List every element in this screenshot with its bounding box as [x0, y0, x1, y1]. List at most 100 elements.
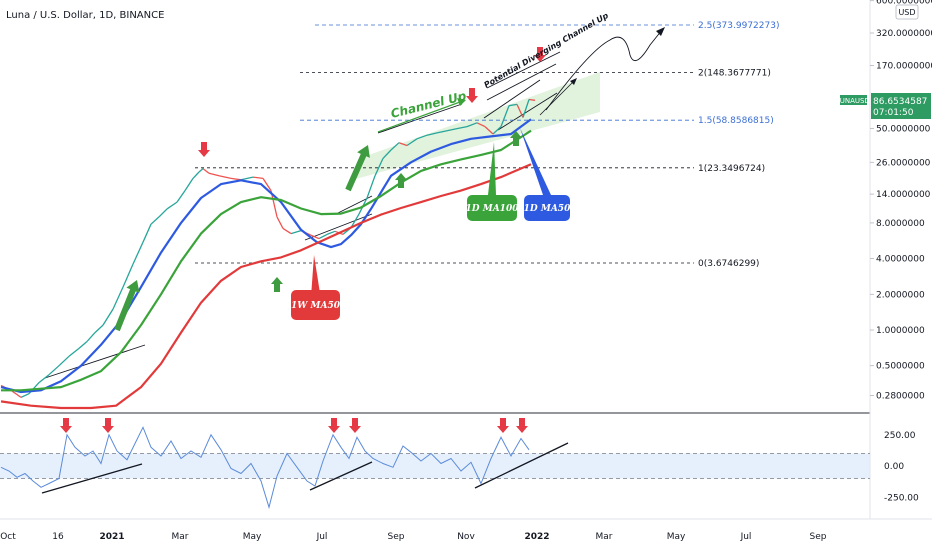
price-segment [476, 122, 486, 128]
price-segment [290, 229, 302, 235]
channel-trendline [497, 92, 558, 131]
down-arrow-marker [466, 88, 478, 103]
y-axis-tick-label: 26.0000000 [876, 158, 931, 168]
price-series-group [0, 98, 536, 398]
price-segment [158, 208, 168, 218]
down-arrow-marker [102, 418, 114, 433]
price-segment [456, 125, 468, 130]
fib-level-label: 0(3.6746299) [698, 259, 759, 269]
price-segment [310, 234, 320, 240]
ma50-1w-tag-box [291, 290, 340, 320]
fib-levels-group: 2.5(373.9972273) 2(148.3677771) 1.5(58.858… [195, 21, 779, 269]
price-segment [142, 223, 152, 243]
price-segment [86, 332, 96, 342]
axes-group: 600.0000000 320.0000000 170.0000000 50.0000… [0, 0, 932, 542]
channel-trendline [486, 51, 561, 89]
ma100-1d-line [1, 129, 532, 392]
price-segment [374, 158, 384, 177]
x-axis-tick-label: Sep [810, 532, 827, 542]
price-badge-countdown: 07:01:50 [873, 108, 914, 118]
y-axis-tick-label: 1.0000000 [876, 326, 925, 336]
x-axis-tick-label: Oct [0, 532, 16, 542]
oscillator-trendline [41, 463, 143, 494]
projection-curve [545, 29, 663, 111]
channel-trendline [486, 63, 557, 101]
ma100-1d-tag-pointer [488, 142, 496, 195]
oscillator-tick-label: -250.00 [884, 493, 919, 503]
price-segment [208, 172, 220, 177]
price-segment [366, 175, 376, 199]
x-axis-tick-label: Nov [457, 532, 475, 542]
oscillator-trendline [474, 442, 569, 489]
price-segment [198, 168, 204, 173]
x-axis-tick-label: Jul [740, 532, 752, 542]
up-arrow-marker [510, 131, 522, 146]
price-segment [484, 126, 494, 135]
ma50-1w-tag-pointer [311, 255, 320, 290]
x-axis-tick-label: May [667, 532, 686, 542]
down-arrow-marker [328, 418, 340, 433]
channel-trendline [377, 103, 463, 134]
price-segment [48, 365, 60, 376]
x-axis-tick-label: Sep [388, 532, 405, 542]
y-axis-tick-label: 50.0000000 [876, 125, 931, 135]
x-axis-tick-label: 16 [52, 532, 64, 542]
ma50-1d-line [0, 118, 532, 394]
y-axis-tick-label: 320.0000000 [876, 29, 932, 39]
price-segment [10, 389, 22, 398]
price-segment [426, 132, 438, 136]
y-axis-tick-label: 14.0000000 [876, 190, 931, 200]
price-segment [398, 142, 408, 147]
price-segment [166, 201, 178, 210]
x-axis-tick-label: 2021 [99, 532, 124, 542]
price-segment [38, 374, 50, 384]
x-axis-tick-label: Jul [316, 532, 328, 542]
projection-line [539, 79, 576, 116]
up-arrow-marker [271, 277, 283, 292]
price-segment [58, 355, 70, 367]
price-segment [218, 175, 232, 180]
y-axis-tick-label: 0.5000000 [876, 362, 925, 372]
price-segment [20, 393, 30, 398]
down-arrow-marker [516, 418, 528, 433]
fib-level-label: 1(23.3496724) [698, 164, 765, 174]
price-segment [78, 341, 88, 349]
channel-up-arrow-head [457, 98, 466, 106]
down-arrow-marker [60, 418, 72, 433]
symbol-badge-label: LUNAUSD [836, 97, 870, 105]
y-axis-tick-label: 0.2800000 [876, 392, 925, 402]
trend-arrow-body [114, 280, 140, 332]
y-axis-tick-label: 8.0000000 [876, 219, 925, 229]
y-axis-tick-label: 600.0000000 [876, 0, 932, 7]
price-segment [436, 130, 448, 134]
ma100-1d-tag-text: 1D MA100 [466, 204, 520, 214]
price-segment [282, 227, 292, 235]
down-arrow-marker [349, 418, 361, 433]
trend-arrow-body [345, 144, 370, 192]
price-segment [516, 104, 524, 118]
price-badge-value: 86.6534587 [873, 97, 927, 107]
fib-level-label: 2(148.3677771) [698, 69, 771, 79]
price-segment [466, 122, 478, 128]
price-segment [318, 233, 328, 240]
channel-trendline [304, 213, 373, 241]
down-arrow-marker [534, 47, 546, 62]
currency-label: USD [898, 8, 915, 17]
x-axis-tick-label: 2022 [524, 532, 549, 542]
fib-level-label: 1.5(58.8586815) [698, 116, 774, 126]
up-arrow-marker [395, 173, 407, 188]
y-axis-tick-label: 170.0000000 [876, 62, 932, 72]
price-segment [350, 213, 360, 229]
x-axis-tick-label: May [243, 532, 262, 542]
oscillator-tick-label: 250.00 [884, 431, 916, 441]
trend-arrow [114, 280, 140, 332]
price-segment [382, 149, 392, 159]
channel-trendline [483, 79, 541, 119]
price-segment [276, 216, 284, 229]
price-segment [508, 103, 518, 107]
y-axis-tick-label: 2.0000000 [876, 290, 925, 300]
currency-box[interactable] [895, 4, 919, 20]
ma50-1w-line [0, 163, 532, 410]
